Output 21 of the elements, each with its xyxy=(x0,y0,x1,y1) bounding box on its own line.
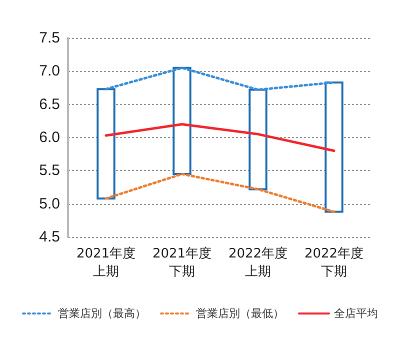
y-tick-label: 7.5 xyxy=(39,30,60,46)
line-series xyxy=(104,66,336,91)
line-series xyxy=(104,172,336,214)
bar xyxy=(248,88,268,190)
y-tick-label: 5.5 xyxy=(39,162,60,180)
x-tick-label: 2022年度上期 xyxy=(228,246,288,280)
legend-label: 全店平均 xyxy=(334,307,378,320)
x-tick-label: 2021年度上期 xyxy=(76,246,136,280)
y-tick-label: 4.5 xyxy=(39,228,60,246)
bar xyxy=(172,66,192,175)
y-tick-label: 6.5 xyxy=(39,96,60,113)
x-tick-label: 2021年度下期 xyxy=(152,246,212,280)
bar xyxy=(96,88,116,200)
bar xyxy=(324,81,344,213)
line-series xyxy=(104,122,336,152)
legend-label: 営業店別（最低） xyxy=(196,307,284,320)
y-tick-label: 7.0 xyxy=(39,62,60,80)
x-tick-label: 2022年度下期 xyxy=(304,246,364,280)
y-tick-label: 6.0 xyxy=(39,129,60,146)
y-tick-label: 5.0 xyxy=(39,195,60,212)
legend-label: 営業店別（最高） xyxy=(58,307,146,320)
